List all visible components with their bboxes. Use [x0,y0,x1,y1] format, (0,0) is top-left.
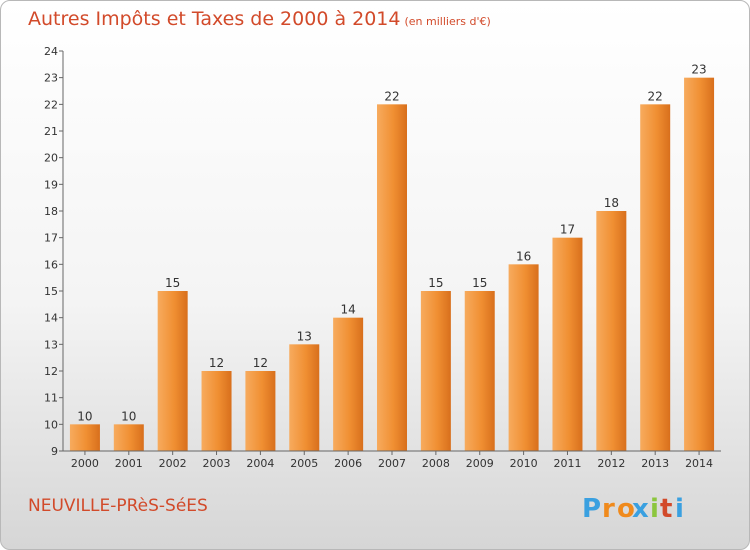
bar-2013 [640,104,671,451]
y-tick-label: 16 [44,258,58,271]
y-tick-label: 9 [51,445,58,458]
y-tick-label: 23 [44,72,58,85]
data-label-2001: 10 [121,409,136,423]
data-label-2005: 13 [297,329,312,343]
logo-letter: r [602,494,615,524]
bar-2012 [596,211,627,451]
bar-2005 [289,344,320,451]
logo-letter: o [617,494,635,524]
bar-2008 [420,291,451,451]
bars: 10 10 15 12 12 13 14 22 15 15 16 17 18 22 23 [69,63,715,452]
town-name: NEUVILLE-PRèS-SéES [28,496,208,516]
bar-2014 [684,77,715,452]
data-label-2002: 15 [165,276,180,290]
x-tick-label: 2003 [203,457,231,470]
bar-2010 [508,264,539,451]
data-label-2003: 12 [209,356,224,370]
x-tick-label: 2002 [159,457,187,470]
y-tick-label: 19 [44,178,58,191]
y-tick-label: 20 [44,152,58,165]
bar-2003 [201,371,232,451]
data-label-2006: 14 [340,303,355,317]
y-tick-label: 12 [44,365,58,378]
x-tick-label: 2012 [597,457,625,470]
data-label-2009: 15 [472,276,487,290]
logo-letter: x [632,494,649,524]
logo-letter: t [660,494,672,524]
x-tick-label: 2001 [115,457,143,470]
x-tick-label: 2009 [466,457,494,470]
data-label-2010: 16 [516,249,531,263]
y-tick-label: 24 [44,45,58,58]
bar-2006 [333,317,364,451]
x-tick-label: 2004 [246,457,274,470]
bar-2009 [464,291,495,451]
y-tick-label: 17 [44,232,58,245]
data-label-2000: 10 [77,409,92,423]
y-tick-label: 14 [44,312,58,325]
logo-letter: P [582,494,601,524]
y-axis: 9 10 11 12 13 14 15 16 17 18 19 20 21 22 23 24 [44,45,64,458]
bar-2007 [377,104,407,451]
bar-2001 [113,424,144,451]
x-tick-label: 2011 [553,457,581,470]
data-label-2013: 22 [648,89,663,103]
y-tick-label: 21 [44,125,58,138]
x-tick-label: 2013 [641,457,669,470]
logo-letter: i [675,494,684,524]
data-label-2007: 22 [384,89,399,103]
chart-title-text: Autres Impôts et Taxes de 2000 à 2014 [28,8,401,30]
bar-2011 [552,237,583,451]
bar-2002 [157,291,188,451]
x-tick-label: 2000 [71,457,99,470]
y-tick-label: 18 [44,205,58,218]
logo-letter: i [650,494,659,524]
x-tick-label: 2008 [422,457,450,470]
x-axis: 2000 2001 2002 2003 2004 2005 2006 2007 2008 2009… [63,450,721,470]
data-label-2011: 17 [560,223,575,237]
data-label-2014: 23 [691,63,706,77]
bar-2000 [69,424,100,451]
y-tick-label: 15 [44,285,58,298]
y-tick-label: 10 [44,418,58,431]
x-tick-label: 2007 [378,457,406,470]
x-tick-label: 2010 [510,457,538,470]
bar-2004 [245,371,276,451]
x-tick-label: 2006 [334,457,362,470]
x-tick-label: 2014 [685,457,713,470]
y-tick-label: 11 [44,392,58,405]
data-label-2008: 15 [428,276,443,290]
data-label-2012: 18 [604,196,619,210]
chart-subtitle: (en milliers d'€) [404,15,491,28]
y-tick-label: 13 [44,338,58,351]
chart-title: Autres Impôts et Taxes de 2000 à 2014 (en… [28,8,491,30]
x-tick-label: 2005 [290,457,318,470]
y-tick-label: 22 [44,98,58,111]
data-label-2004: 12 [253,356,268,370]
